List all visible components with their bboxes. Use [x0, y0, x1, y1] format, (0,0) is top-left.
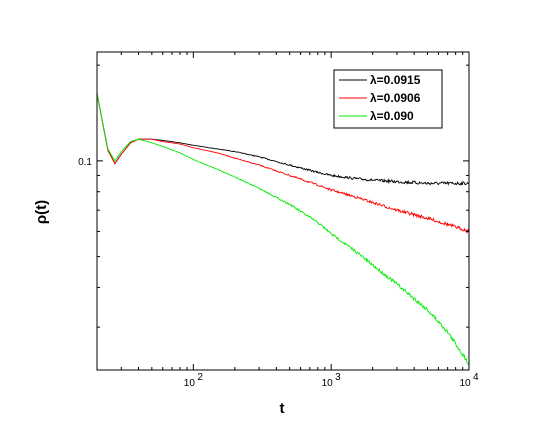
x-tick-label-exponent: 4 — [473, 372, 479, 383]
legend-label: λ=0.090 — [370, 109, 414, 123]
y-tick-label: 0.1 — [78, 157, 92, 168]
y-axis-label: ρ(t) — [33, 200, 50, 224]
tick-layer — [96, 52, 470, 370]
series-line-3 — [96, 93, 470, 365]
x-tick-label-exponent: 3 — [335, 372, 341, 383]
x-tick-label: 10 — [459, 378, 471, 389]
x-tick-label: 10 — [184, 378, 196, 389]
x-tick-label: 10 — [322, 378, 334, 389]
legend-label: λ=0.0915 — [370, 73, 421, 87]
plot-frame — [96, 51, 470, 371]
legend: λ=0.0915 λ=0.0906 λ=0.090 — [333, 69, 443, 129]
x-tick-label-exponent: 2 — [197, 372, 203, 383]
series-line-2 — [96, 93, 470, 234]
series-layer — [96, 93, 470, 365]
x-axis-label: t — [280, 400, 285, 417]
legend-label: λ=0.0906 — [370, 91, 421, 105]
series-line-1 — [96, 93, 470, 186]
